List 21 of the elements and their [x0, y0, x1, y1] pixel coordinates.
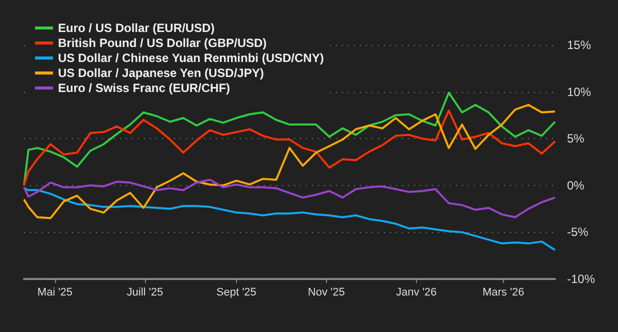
- line-series: [23, 187, 556, 251]
- legend-label: Euro / US Dollar (EUR/USD): [58, 21, 215, 35]
- line-series: [23, 110, 556, 186]
- y-tick-label: 15%: [567, 38, 592, 52]
- y-tick-label: -10%: [567, 272, 596, 286]
- x-tick-label: Mai '25: [37, 286, 73, 298]
- legend-label: British Pound / US Dollar (GBP/USD): [58, 36, 267, 50]
- x-tick-label: Juill '25: [126, 286, 164, 298]
- x-tick-label: Mars '26: [482, 286, 524, 298]
- line-series: [23, 104, 556, 220]
- y-tick-label: 10%: [567, 84, 592, 99]
- line-series: [23, 178, 556, 218]
- y-tick-label: -5%: [567, 225, 589, 240]
- x-tick-label: Janv '26: [396, 286, 437, 298]
- legend-label: US Dollar / Chinese Yuan Renminbi (USD/CNY): [58, 51, 324, 65]
- y-tick-label: 5%: [567, 132, 585, 146]
- x-tick-label: Sept '25: [216, 286, 256, 298]
- x-tick-label: Nov '25: [308, 286, 345, 298]
- y-tick-label: 0%: [567, 178, 585, 192]
- legend-label: Euro / Swiss Franc (EUR/CHF): [58, 81, 230, 95]
- legend-label: US Dollar / Japanese Yen (USD/JPY): [58, 66, 264, 80]
